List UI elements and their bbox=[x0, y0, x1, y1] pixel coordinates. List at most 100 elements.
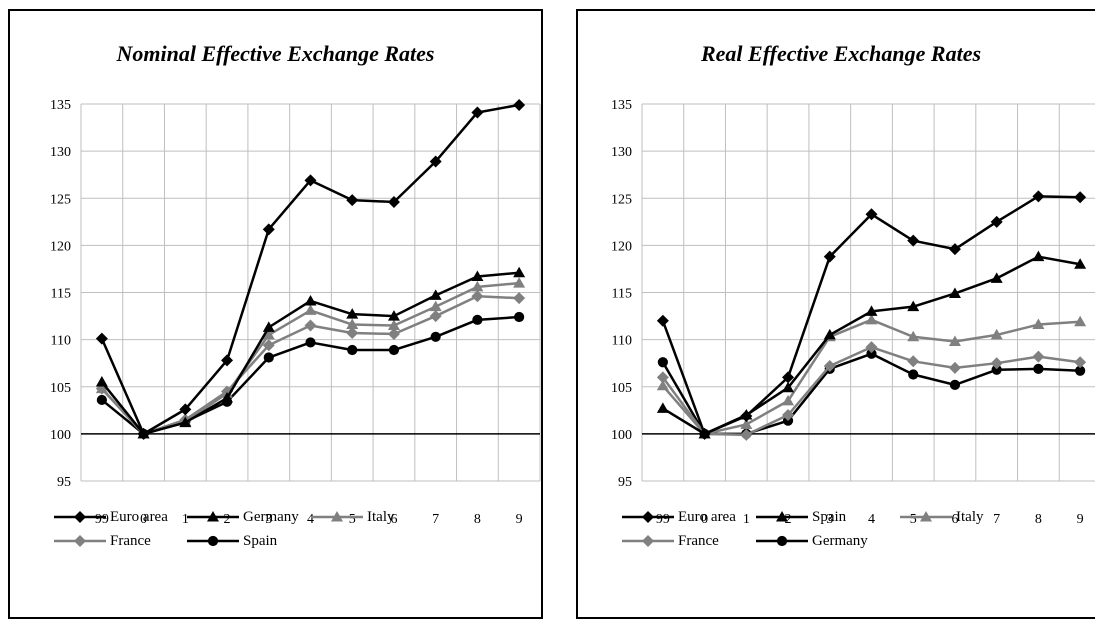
data-point bbox=[1032, 318, 1045, 330]
data-point bbox=[1033, 363, 1044, 374]
data-point bbox=[472, 314, 483, 325]
x-tick-label: 4 bbox=[307, 512, 314, 527]
y-tick-label: 125 bbox=[50, 192, 71, 207]
data-point bbox=[990, 328, 1003, 340]
series-italy bbox=[656, 313, 1087, 439]
legend-label: Germany bbox=[812, 533, 868, 549]
plot-grid bbox=[80, 103, 541, 482]
data-point bbox=[346, 194, 359, 207]
data-point bbox=[429, 310, 442, 323]
data-point bbox=[179, 416, 192, 428]
y-tick-label: 105 bbox=[611, 381, 632, 396]
data-point bbox=[387, 310, 400, 321]
data-point bbox=[991, 364, 1002, 375]
data-point bbox=[471, 290, 484, 303]
data-point bbox=[388, 344, 400, 356]
y-tick-label: 125 bbox=[611, 192, 632, 207]
legend-label: Euro area bbox=[678, 509, 736, 525]
data-point bbox=[179, 403, 192, 416]
data-point bbox=[1074, 191, 1087, 204]
legend-swatch bbox=[54, 530, 106, 552]
data-point bbox=[346, 308, 359, 319]
y-tick-label: 100 bbox=[50, 428, 71, 443]
x-tick-label: 9 bbox=[1077, 512, 1084, 527]
x-tick-label: 0 bbox=[701, 512, 708, 527]
data-point bbox=[1075, 365, 1086, 376]
data-point bbox=[990, 272, 1003, 283]
y-tick-label: 120 bbox=[611, 239, 632, 254]
y-tick-label: 135 bbox=[50, 98, 71, 113]
data-point bbox=[137, 427, 150, 440]
data-point bbox=[823, 328, 836, 340]
data-point bbox=[1074, 315, 1087, 327]
legend-swatch bbox=[900, 506, 952, 528]
legend-item: France bbox=[622, 530, 719, 552]
legend-swatch bbox=[187, 530, 239, 552]
data-point bbox=[304, 294, 317, 306]
data-point bbox=[990, 215, 1003, 228]
x-tick-label: 7 bbox=[432, 512, 439, 527]
data-point bbox=[221, 392, 234, 403]
x-tick-label: 9 bbox=[516, 512, 523, 527]
y-tick-label: 115 bbox=[51, 287, 71, 302]
data-point bbox=[514, 311, 525, 323]
data-point bbox=[740, 409, 753, 422]
data-point bbox=[513, 292, 526, 305]
data-point bbox=[95, 332, 108, 345]
data-point bbox=[656, 402, 669, 413]
series-euro-area bbox=[95, 98, 526, 440]
data-point bbox=[305, 337, 316, 348]
x-tick-label: 6 bbox=[390, 512, 397, 527]
legend-swatch bbox=[311, 506, 363, 528]
data-point bbox=[990, 357, 1003, 370]
data-point bbox=[304, 319, 317, 332]
data-point bbox=[429, 155, 442, 168]
data-point bbox=[740, 428, 753, 441]
legend-item: Spain bbox=[187, 530, 277, 552]
x-tick-label: 4 bbox=[868, 512, 875, 527]
data-point bbox=[908, 369, 919, 380]
legend-item: France bbox=[54, 530, 151, 552]
data-point bbox=[96, 394, 107, 406]
data-point bbox=[1032, 250, 1045, 262]
data-point bbox=[907, 330, 920, 342]
y-tick-label: 100 bbox=[611, 428, 632, 443]
data-point bbox=[429, 300, 442, 312]
legend-label: Euro area bbox=[110, 509, 168, 525]
y-tick-label: 95 bbox=[618, 475, 632, 490]
x-tick-label: 8 bbox=[474, 512, 481, 527]
data-point bbox=[740, 418, 753, 429]
data-point bbox=[949, 379, 961, 390]
x-tick-label: 8 bbox=[1035, 512, 1042, 527]
y-tick-label: 95 bbox=[57, 475, 71, 490]
data-point bbox=[656, 371, 669, 384]
chart-title: Nominal Effective Exchange Rates bbox=[116, 41, 435, 66]
data-point bbox=[471, 270, 484, 281]
data-point bbox=[304, 304, 317, 315]
data-point bbox=[948, 335, 961, 347]
x-tick-label: 5 bbox=[349, 512, 356, 527]
legend-swatch bbox=[54, 506, 106, 528]
y-tick-label: 130 bbox=[50, 145, 71, 160]
data-point bbox=[347, 344, 358, 356]
x-tick-label: 0 bbox=[140, 512, 147, 527]
legend-swatch bbox=[187, 506, 239, 528]
data-point bbox=[262, 223, 275, 236]
data-point bbox=[907, 355, 920, 368]
legend-label: Italy bbox=[367, 509, 395, 525]
data-point bbox=[387, 327, 400, 340]
data-point bbox=[387, 196, 400, 209]
data-point bbox=[513, 277, 526, 288]
legend-label: Germany bbox=[243, 509, 299, 525]
nominal-chart-panel: Nominal Effective Exchange Rates 95 100 10… bbox=[8, 9, 543, 619]
data-point bbox=[782, 371, 795, 384]
legend-item: Spain bbox=[756, 506, 846, 528]
data-point bbox=[1074, 258, 1087, 269]
legend-item: Germany bbox=[756, 530, 868, 552]
data-point bbox=[657, 357, 668, 368]
y-tick-label: 135 bbox=[611, 98, 632, 113]
data-point bbox=[513, 266, 526, 278]
y-tick-label: 105 bbox=[50, 381, 71, 396]
data-point bbox=[430, 331, 441, 342]
data-point bbox=[865, 305, 878, 316]
